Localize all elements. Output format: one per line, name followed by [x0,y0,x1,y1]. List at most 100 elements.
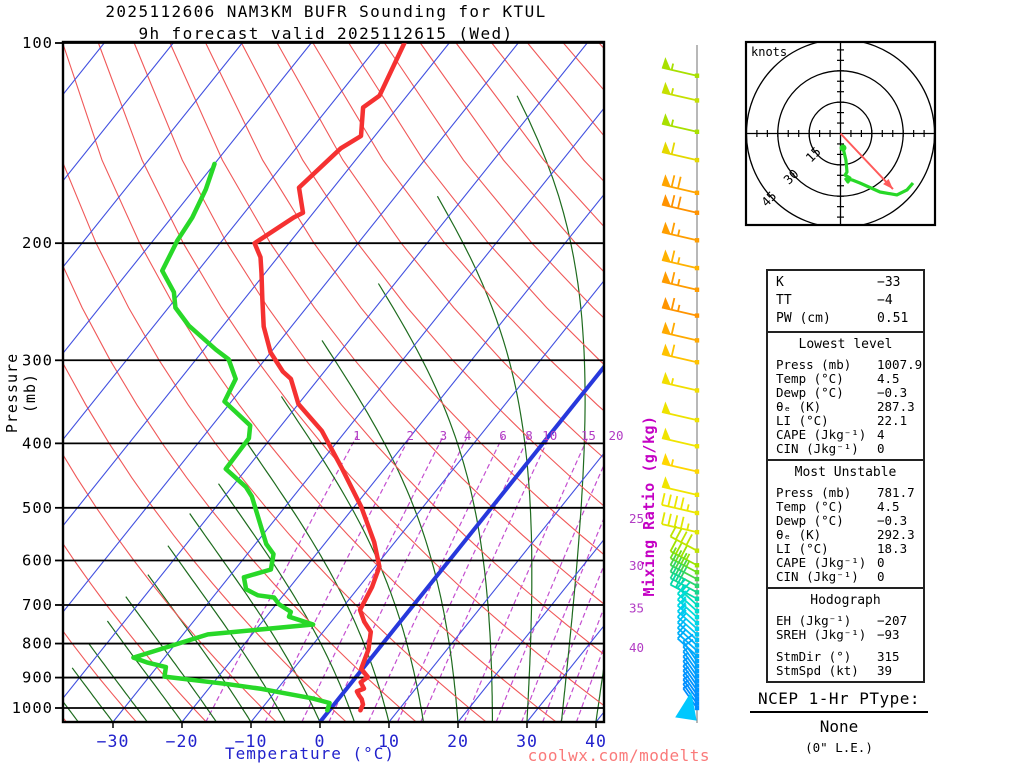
stat-row: StmSpd (kt) 39 [776,664,923,678]
temperature-tick-label: −20 [166,732,199,751]
svg-text:15: 15 [581,428,596,443]
pressure-tick-label: 900 [22,669,53,687]
wind-barb [661,194,700,215]
watermark-text: coolwx.com/modelts [527,746,710,765]
stat-label: Press (mb) [776,357,852,372]
temperature-tick-label: 30 [516,732,538,751]
stat-label: Dewp (°C) [776,513,844,528]
pressure-tick-label: 300 [22,351,53,369]
svg-text:35: 35 [629,600,644,615]
wind-barb-column [661,45,700,723]
stat-row: PW (cm) 0.51 [776,310,923,328]
pressure-tick-label: 1000 [12,699,53,717]
svg-text:40: 40 [629,640,644,655]
ptype-note: (0" L.E.) [805,740,873,755]
pressure-axis-label: Pressure (mb) [3,352,39,434]
wind-barb [661,221,700,243]
stat-row: CAPE (Jkg⁻¹) 0 [776,556,923,570]
stat-label: StmDir (°) [776,649,852,664]
stat-row: SREH (Jkg⁻¹) −93 [776,628,923,642]
stat-value: −0.3 [877,385,908,400]
stat-row: Dewp (°C) −0.3 [776,386,923,400]
svg-text:3: 3 [440,428,448,443]
wind-barb [661,401,700,423]
temperature-tick-label: −30 [97,732,130,751]
stat-label: CIN (Jkg⁻¹) [776,441,859,456]
stat-row: Dewp (°C) −0.3 [776,514,923,528]
wind-barb [661,371,700,393]
pressure-tick-label: 700 [22,596,53,614]
temperature-curve [252,42,407,713]
stat-label: EH (Jkg⁻¹) [776,613,852,628]
wind-barb [661,476,700,498]
stat-label: TT [776,293,792,308]
temperature-tick-label: −10 [235,732,268,751]
wind-barb [669,547,700,575]
stat-value: −0.3 [877,513,908,528]
hodograph-units-label: knots [751,45,788,59]
stat-row: Temp (°C) 4.5 [776,500,923,514]
stat-label: PW (cm) [776,311,831,326]
stat-row: CIN (Jkg⁻¹) 0 [776,570,923,584]
stat-value: 781.7 [877,485,915,500]
wind-barb [661,57,700,78]
stat-label: CAPE (Jkg⁻¹) [776,555,867,570]
hodograph-ring-label: 45 [758,188,779,209]
stat-value: −207 [877,613,908,628]
stat-value: 315 [877,649,900,664]
mixing-ratio-labels: 1 2 3 4 6 8 10 15 20 25 30 35 40 [353,428,644,655]
temperature-tick-label: 10 [378,732,400,751]
stats-section-hodograph: Hodograph EH (Jkg⁻¹) −207 SREH (Jkg⁻¹) −93 St… [766,587,925,683]
stat-label: θₑ (K) [776,527,822,542]
hodograph-ring-label: 15 [803,144,824,165]
stat-row: LI (°C) 22.1 [776,414,923,428]
pressure-tick-label: 600 [22,551,53,569]
stat-value: 18.3 [877,541,908,556]
section-title: Hodograph [810,593,881,608]
mixing-ratio-axis-label: Mixing Ratio (g/kg) [640,415,658,597]
pressure-gridlines [63,42,604,709]
svg-text:20: 20 [608,428,623,443]
stat-value: 0 [877,555,885,570]
stat-row: θₑ (K) 287.3 [776,400,923,414]
stat-value: 22.1 [877,413,908,428]
stat-label: K [776,275,784,290]
temperature-tick-label: 20 [447,732,469,751]
svg-text:6: 6 [499,428,507,443]
stat-label: Temp (°C) [776,371,844,386]
stats-section-most-unstable: Most Unstable Press (mb) 781.7 Temp (°C) 4.5… [766,459,925,589]
stat-label: Dewp (°C) [776,385,844,400]
stat-label: Press (mb) [776,485,852,500]
temperature-tick-label: 0 [315,732,326,751]
stat-value: 4 [877,427,885,442]
stat-value: 39 [877,663,893,678]
stat-row: θₑ (K) 292.3 [776,528,923,542]
stat-row: CAPE (Jkg⁻¹) 4 [776,428,923,442]
stat-row: Press (mb) 1007.9 [776,358,923,372]
stat-row: TT −4 [776,292,923,310]
dewpoint-curve [131,161,332,713]
stat-row: LI (°C) 18.3 [776,542,923,556]
svg-text:4: 4 [464,428,472,443]
storm-motion-vector [839,132,894,190]
stat-row: Temp (°C) 4.5 [776,372,923,386]
stat-value: 287.3 [877,399,915,414]
surface-wind-pennant [675,691,697,721]
stat-row: EH (Jkg⁻¹) −207 [776,614,923,628]
pressure-tick-label: 800 [22,635,53,653]
storm-motion-arrowhead [883,178,893,190]
stat-label: θₑ (K) [776,399,822,414]
hodograph-border [744,40,937,227]
pressure-tick-label: 500 [22,499,53,517]
stat-row: CIN (Jkg⁻¹) 0 [776,442,923,456]
moist-adiabats [63,95,604,722]
hodograph-ring-label: 30 [780,166,801,187]
stats-section-lowest-level: Lowest level Press (mb) 1007.9 Temp (°C) 4.5… [766,331,925,461]
stat-label: LI (°C) [776,541,829,556]
stat-row: StmDir (°) 315 [776,650,923,664]
stat-row: K −33 [776,274,923,292]
